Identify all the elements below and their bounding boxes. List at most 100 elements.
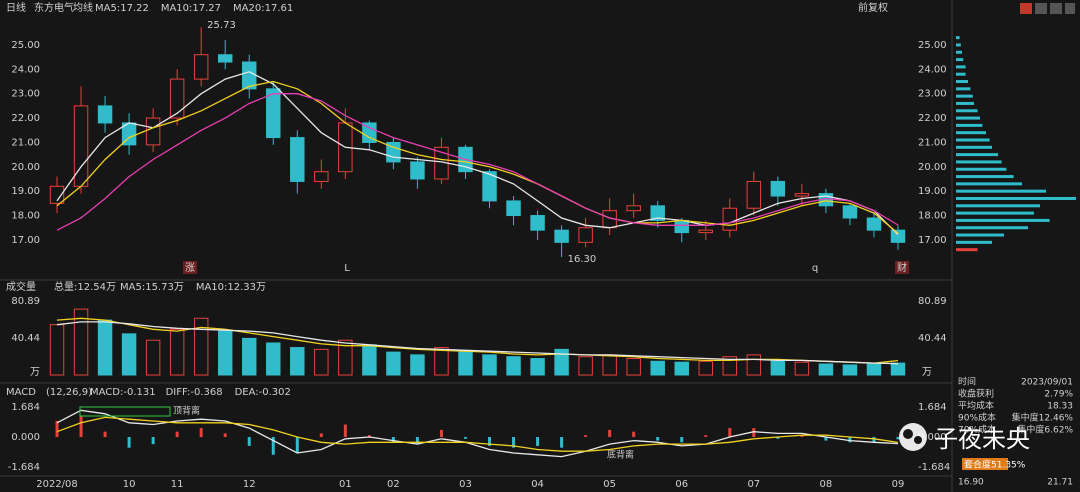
chip-bar	[956, 50, 962, 54]
macd-bar	[512, 437, 516, 448]
y-tick-label: 22.00	[918, 113, 947, 124]
x-tick-label: 2022/08	[36, 479, 78, 490]
x-tick-label: 06	[675, 479, 688, 490]
volume-bar	[890, 362, 906, 376]
watermark-icon	[903, 429, 913, 439]
macd-bar	[824, 437, 828, 441]
macd-bar	[319, 433, 323, 437]
unit-label: 万	[30, 367, 40, 378]
chip-bar	[956, 175, 1014, 179]
period[interactable]: 日线	[6, 1, 26, 14]
chip-bar	[956, 226, 1028, 230]
stock-name: 东方电气	[34, 1, 74, 14]
legend-entry: MACD:-0.131	[90, 387, 156, 398]
macd-bar	[608, 429, 612, 437]
legend-entry: MA10:17.27	[161, 3, 221, 14]
y-tick-label: 20.00	[11, 162, 40, 173]
volume-bar	[290, 347, 305, 376]
macd-bar	[488, 437, 492, 446]
y-tick-label: 18.00	[918, 211, 947, 222]
volume-bar	[121, 333, 137, 376]
tool-button[interactable]	[1050, 3, 1062, 14]
chip-bar	[956, 240, 992, 244]
macd-bar	[584, 435, 588, 437]
y-tick-label: 80.89	[11, 296, 40, 307]
x-tick-label: 07	[747, 479, 760, 490]
candle-body	[770, 180, 786, 197]
info-value: 集中度12.46%	[1012, 412, 1074, 424]
tool-button[interactable]	[1035, 3, 1047, 14]
candle-body	[145, 117, 161, 146]
chip-bar	[956, 101, 974, 105]
ma-line	[56, 71, 899, 236]
candle-body	[842, 205, 858, 219]
divergence-box	[79, 406, 171, 417]
info-label: 收盘获利	[958, 388, 994, 400]
x-tick-label: 02	[387, 479, 400, 490]
volume-bar	[386, 351, 401, 376]
macd-bar	[199, 428, 203, 437]
macd-bar	[752, 428, 756, 437]
volume-bar	[746, 354, 762, 376]
y-tick-label: 1.684	[11, 402, 40, 413]
macd-bar	[704, 435, 708, 437]
macd-params: (12,26,9)	[46, 387, 92, 398]
candle-body	[97, 105, 113, 124]
chip-bar	[956, 167, 1007, 171]
info-label: 平均成本	[958, 400, 994, 412]
legend-entry: DIFF:-0.368	[166, 387, 223, 398]
macd-bar	[536, 437, 540, 446]
tool-button[interactable]	[1020, 3, 1032, 14]
ratio-bg	[962, 458, 1008, 470]
info-label: 70%成本	[958, 424, 996, 436]
volume-bar	[842, 364, 858, 376]
chip-bar	[956, 182, 1022, 186]
macd-bar	[271, 437, 275, 455]
macd-bar	[151, 437, 155, 445]
macd-bar	[656, 437, 660, 441]
volume-bar	[866, 363, 882, 376]
y-tick-label: -1.684	[918, 462, 950, 473]
x-tick-label: 05	[603, 479, 616, 490]
y-tick-label: 40.44	[11, 333, 40, 344]
ma-label[interactable]: 均线	[73, 1, 93, 14]
adjust[interactable]: 前复权	[858, 1, 888, 14]
volume-bar	[458, 350, 473, 376]
macd-bar	[439, 429, 443, 437]
info-value: 2023/09/01	[1021, 378, 1073, 388]
chip-bar	[956, 109, 978, 113]
candle-body	[362, 122, 377, 143]
ratio: 套合度51.35%	[964, 459, 1026, 471]
x-tick-label: 01	[339, 479, 352, 490]
y-tick-label: 20.00	[918, 162, 947, 173]
macd-bar	[896, 437, 900, 440]
y-tick-label: 25.00	[11, 40, 40, 51]
info-value: 集中度6.62%	[1017, 424, 1073, 436]
chip-bar	[956, 80, 968, 84]
macd-bar	[127, 437, 131, 448]
candle-body	[722, 207, 738, 231]
legend-entry: DEA:-0.302	[235, 387, 291, 398]
chip-bar	[956, 204, 1040, 208]
macd-bar	[295, 437, 299, 454]
chip-bar	[956, 160, 1002, 164]
chip-bar	[956, 65, 966, 69]
candle-body	[314, 171, 329, 182]
candle-body	[410, 161, 425, 180]
macd-bar	[343, 424, 347, 437]
legend-entry: MA20:17.61	[233, 3, 293, 14]
volume-bar	[434, 347, 449, 376]
range-low: 16.90	[958, 478, 984, 488]
tool-button[interactable]	[1065, 3, 1075, 14]
volume-bar	[97, 319, 113, 376]
y-tick-label: 19.00	[918, 186, 947, 197]
volume-bar	[217, 330, 233, 376]
macd-line	[56, 409, 899, 458]
macd-bar	[55, 420, 59, 437]
candle-body	[266, 88, 281, 139]
info-value: 18.33	[1047, 402, 1073, 412]
y-tick-label: 24.00	[11, 64, 40, 75]
macd-bar	[463, 437, 467, 439]
event-bg	[895, 261, 909, 274]
macd-bar	[175, 431, 179, 437]
